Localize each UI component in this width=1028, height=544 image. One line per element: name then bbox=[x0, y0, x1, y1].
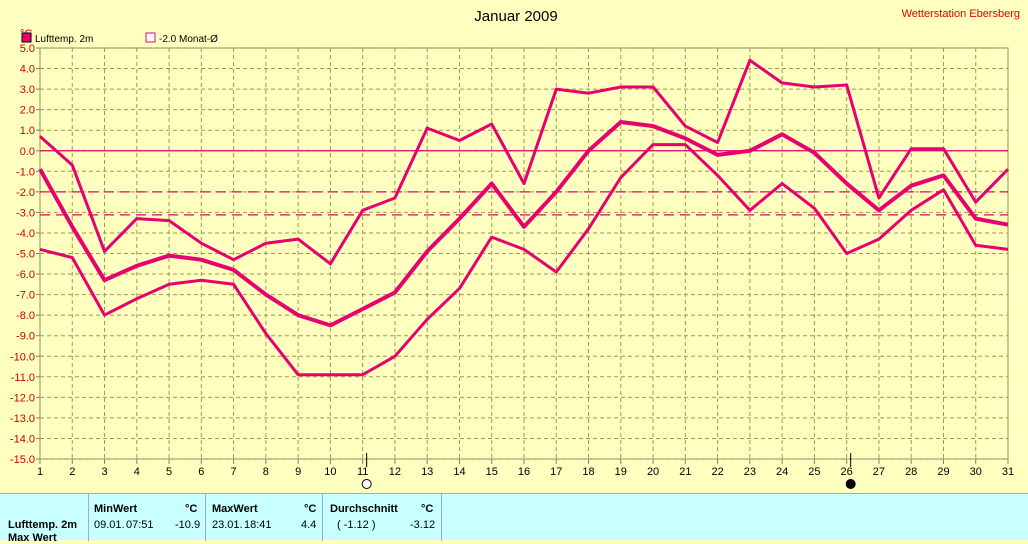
x-tick-label: 31 bbox=[1002, 466, 1014, 478]
stats-row2-label: Max Wert bbox=[8, 532, 57, 544]
x-tick-label: 9 bbox=[295, 466, 301, 478]
x-tick-label: 16 bbox=[518, 466, 530, 478]
legend-swatch-mean bbox=[145, 32, 156, 43]
series-line-min bbox=[39, 143, 1009, 377]
y-tick-label: 2.0 bbox=[20, 105, 35, 117]
stats-row-label: Lufttemp. 2m bbox=[8, 519, 78, 531]
stats-avg-column: Durchschnitt °C ( -1.12 ) -3.12 bbox=[323, 494, 442, 541]
reference-lines bbox=[40, 150, 1008, 216]
legend-mean-label: -2.0 Monat-Ø bbox=[159, 34, 218, 45]
y-tick-label: 3.0 bbox=[20, 84, 35, 96]
max-time: 18:41 bbox=[244, 519, 272, 531]
x-tick-label: 10 bbox=[324, 466, 336, 478]
chart-title: Januar 2009 bbox=[474, 8, 557, 25]
y-tick-label: 0.0 bbox=[20, 146, 35, 158]
y-tick-label: -4.0 bbox=[16, 228, 35, 240]
x-tick-label: 12 bbox=[389, 466, 401, 478]
x-tick-label: 11 bbox=[357, 466, 368, 478]
y-tick-label: -3.0 bbox=[16, 207, 35, 219]
y-tick-label: -1.0 bbox=[16, 166, 35, 178]
max-date: 23.01. bbox=[212, 519, 243, 531]
x-tick-label: 23 bbox=[744, 466, 756, 478]
x-tick-label: 2 bbox=[69, 466, 75, 478]
max-value: 4.4 bbox=[301, 519, 317, 531]
x-axis: 1 2 3 4 5 6 7 8 9 10 11 12 13 14 15 16 17 18 19 20 21 22 23 24 2… bbox=[37, 459, 1014, 478]
min-header: MinWert bbox=[94, 503, 138, 515]
min-date: 09.01. bbox=[94, 519, 125, 531]
max-header: MaxWert bbox=[212, 503, 258, 515]
y-tick-label: -9.0 bbox=[16, 331, 35, 343]
stats-label-column: Lufttemp. 2m Max Wert bbox=[0, 494, 89, 544]
x-tick-label: 17 bbox=[550, 466, 562, 478]
x-tick-label: 24 bbox=[776, 466, 788, 478]
y-tick-label: -12.0 bbox=[10, 392, 35, 404]
station-name: Wetterstation Ebersberg bbox=[902, 8, 1020, 20]
y-tick-label: -11.0 bbox=[11, 372, 35, 384]
avg-diff: ( -1.12 ) bbox=[337, 519, 376, 531]
y-tick-label: -10.0 bbox=[10, 351, 35, 363]
x-tick-label: 22 bbox=[711, 466, 723, 478]
y-tick-label: -15.0 bbox=[10, 454, 35, 466]
moon-phases bbox=[361, 453, 856, 489]
y-tick-label: -6.0 bbox=[16, 269, 35, 281]
y-tick-label: -7.0 bbox=[16, 290, 35, 302]
x-tick-label: 7 bbox=[231, 466, 237, 478]
legend-series-label: Lufttemp. 2m bbox=[35, 34, 93, 45]
y-tick-label: -14.0 bbox=[10, 433, 35, 445]
x-tick-label: 25 bbox=[808, 466, 820, 478]
x-tick-label: 26 bbox=[841, 466, 853, 478]
legend: Lufttemp. 2m -2.0 Monat-Ø bbox=[21, 32, 218, 45]
y-tick-label: -2.0 bbox=[16, 187, 35, 199]
series-line-mittel bbox=[38, 120, 1009, 328]
x-tick-label: 30 bbox=[970, 466, 982, 478]
y-tick-label: -13.0 bbox=[10, 413, 35, 425]
x-tick-label: 1 bbox=[37, 466, 43, 478]
y-tick-label: -5.0 bbox=[16, 249, 35, 261]
stats-min-column: MinWert °C 09.01. 07:51 -10.9 bbox=[89, 494, 206, 541]
min-unit: °C bbox=[185, 503, 198, 515]
avg-header: Durchschnitt bbox=[330, 503, 398, 515]
grid bbox=[39, 47, 1009, 460]
x-tick-label: 19 bbox=[615, 466, 627, 478]
avg-unit: °C bbox=[421, 503, 434, 515]
x-tick-label: 3 bbox=[101, 466, 107, 478]
avg-value: -3.12 bbox=[410, 519, 436, 531]
y-axis: -15.0 -14.0 -13.0 -12.0 -11.0 -10.0 -9.0 -8.0 -7… bbox=[10, 43, 40, 466]
x-tick-label: 13 bbox=[421, 466, 433, 478]
x-tick-label: 4 bbox=[134, 466, 140, 478]
stats-panel: Lufttemp. 2m Max Wert MinWert °C 09.01. … bbox=[0, 493, 1028, 544]
stats-max-column: MaxWert °C 23.01. 18:41 4.4 bbox=[206, 494, 323, 541]
legend-swatch-series bbox=[21, 32, 32, 43]
x-tick-label: 5 bbox=[166, 466, 172, 478]
min-time: 07:51 bbox=[126, 519, 154, 531]
x-tick-label: 6 bbox=[198, 466, 204, 478]
x-tick-label: 20 bbox=[647, 466, 659, 478]
full-moon-icon bbox=[361, 479, 372, 489]
max-unit: °C bbox=[304, 503, 317, 515]
y-tick-label: 1.0 bbox=[20, 125, 35, 137]
new-moon-icon bbox=[845, 479, 856, 489]
y-tick-label: -8.0 bbox=[16, 310, 35, 322]
series-lines bbox=[38, 58, 1010, 377]
y-tick-label: 4.0 bbox=[20, 64, 35, 76]
x-tick-label: 14 bbox=[453, 466, 465, 478]
temperature-chart: Januar 2009 Wetterstation Ebersberg °C L… bbox=[10, 8, 1020, 489]
min-value: -10.9 bbox=[175, 519, 201, 531]
x-tick-label: 15 bbox=[486, 466, 498, 478]
y-tick-label: 5.0 bbox=[20, 43, 35, 55]
x-tick-label: 21 bbox=[679, 466, 691, 478]
x-tick-label: 27 bbox=[873, 466, 885, 478]
series-line-max bbox=[39, 58, 1010, 266]
x-tick-label: 28 bbox=[905, 466, 917, 478]
x-tick-label: 29 bbox=[937, 466, 949, 478]
x-tick-label: 8 bbox=[263, 466, 269, 478]
x-tick-label: 18 bbox=[582, 466, 594, 478]
